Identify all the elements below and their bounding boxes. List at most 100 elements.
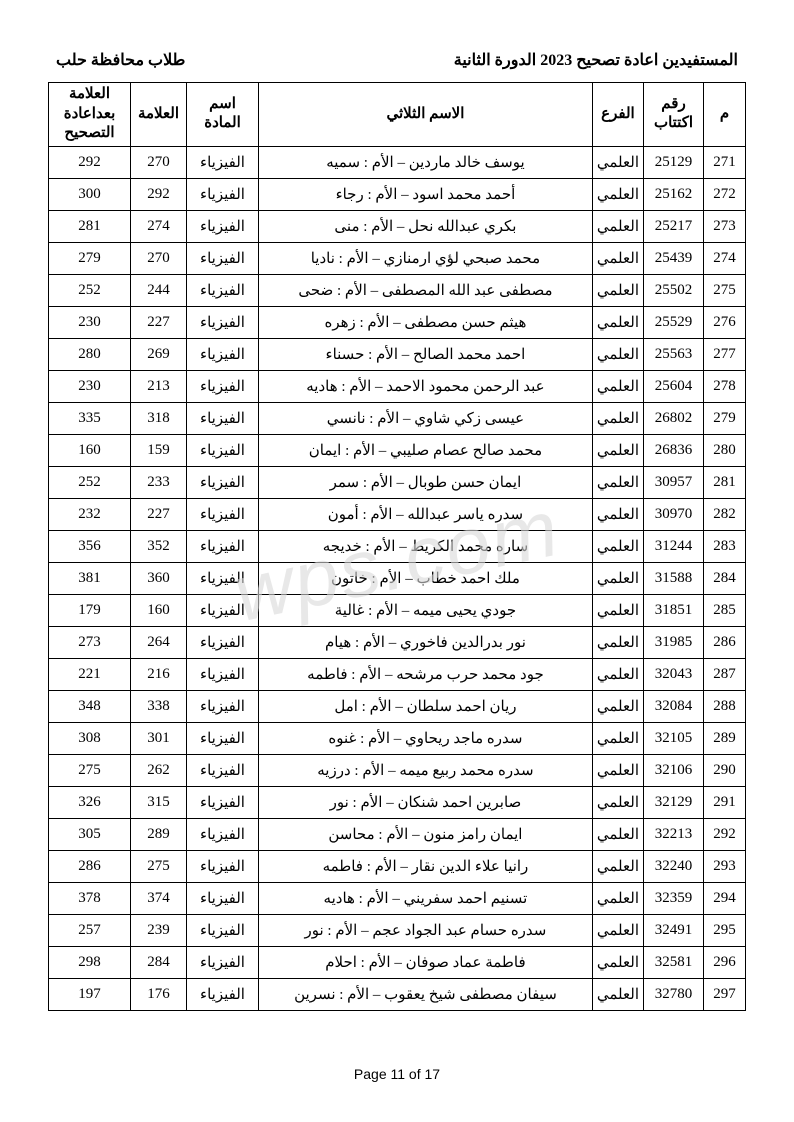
- cell-branch: العلمي: [592, 850, 643, 882]
- cell-grade: 159: [131, 434, 187, 466]
- cell-branch: العلمي: [592, 402, 643, 434]
- table-row: 27425439العلميمحمد صبحي لؤي ارمنازي – ال…: [49, 242, 746, 274]
- cell-subject: الفيزياء: [187, 466, 259, 498]
- cell-seq: 290: [704, 754, 746, 786]
- cell-name: أحمد محمد اسود – الأم : رجاء: [259, 178, 593, 210]
- cell-seq: 272: [704, 178, 746, 210]
- cell-name: محمد صالح عصام صليبي – الأم : ايمان: [259, 434, 593, 466]
- cell-grade: 292: [131, 178, 187, 210]
- cell-id: 30957: [644, 466, 704, 498]
- cell-grade-after: 356: [49, 530, 131, 562]
- cell-seq: 283: [704, 530, 746, 562]
- cell-seq: 297: [704, 978, 746, 1010]
- cell-grade: 284: [131, 946, 187, 978]
- cell-branch: العلمي: [592, 370, 643, 402]
- cell-name: جود محمد حرب مرشحه – الأم : فاطمه: [259, 658, 593, 690]
- cell-grade-after: 378: [49, 882, 131, 914]
- cell-branch: العلمي: [592, 722, 643, 754]
- cell-subject: الفيزياء: [187, 850, 259, 882]
- cell-subject: الفيزياء: [187, 690, 259, 722]
- cell-grade-after: 221: [49, 658, 131, 690]
- cell-seq: 295: [704, 914, 746, 946]
- cell-grade: 233: [131, 466, 187, 498]
- cell-grade: 318: [131, 402, 187, 434]
- cell-branch: العلمي: [592, 466, 643, 498]
- cell-id: 26802: [644, 402, 704, 434]
- cell-id: 32780: [644, 978, 704, 1010]
- cell-name: ساره محمد الكريط – الأم : خديجه: [259, 530, 593, 562]
- cell-subject: الفيزياء: [187, 786, 259, 818]
- cell-grade-after: 286: [49, 850, 131, 882]
- cell-branch: العلمي: [592, 914, 643, 946]
- cell-grade: 227: [131, 306, 187, 338]
- cell-subject: الفيزياء: [187, 210, 259, 242]
- table-row: 29332240العلميرانيا علاء الدين نقار – ال…: [49, 850, 746, 882]
- cell-branch: العلمي: [592, 658, 643, 690]
- cell-name: ملك احمد خطاب – الأم : خاتون: [259, 562, 593, 594]
- cell-subject: الفيزياء: [187, 722, 259, 754]
- cell-id: 32240: [644, 850, 704, 882]
- cell-grade: 374: [131, 882, 187, 914]
- cell-seq: 278: [704, 370, 746, 402]
- table-row: 29532491العلميسدره حسام عبد الجواد عجم –…: [49, 914, 746, 946]
- cell-grade-after: 275: [49, 754, 131, 786]
- cell-subject: الفيزياء: [187, 242, 259, 274]
- cell-id: 25439: [644, 242, 704, 274]
- cell-grade: 352: [131, 530, 187, 562]
- cell-seq: 277: [704, 338, 746, 370]
- cell-id: 32043: [644, 658, 704, 690]
- cell-grade: 274: [131, 210, 187, 242]
- cell-branch: العلمي: [592, 882, 643, 914]
- cell-grade-after: 326: [49, 786, 131, 818]
- col-branch: الفرع: [592, 83, 643, 147]
- cell-grade-after: 279: [49, 242, 131, 274]
- cell-id: 32084: [644, 690, 704, 722]
- results-table: م رقم اكتتاب الفرع الاسم الثلاثي اسم الم…: [48, 82, 746, 1011]
- cell-grade-after: 298: [49, 946, 131, 978]
- cell-grade: 315: [131, 786, 187, 818]
- col-grade: العلامة: [131, 83, 187, 147]
- cell-name: سدره حسام عبد الجواد عجم – الأم : نور: [259, 914, 593, 946]
- table-row: 27625529العلميهيثم حسن مصطفى – الأم : زه…: [49, 306, 746, 338]
- table-row: 29432359العلميتسنيم احمد سفريني – الأم :…: [49, 882, 746, 914]
- cell-id: 25162: [644, 178, 704, 210]
- cell-branch: العلمي: [592, 498, 643, 530]
- cell-name: احمد محمد الصالح – الأم : حسناء: [259, 338, 593, 370]
- cell-seq: 286: [704, 626, 746, 658]
- cell-branch: العلمي: [592, 754, 643, 786]
- table-row: 27825604العلميعبد الرحمن محمود الاحمد – …: [49, 370, 746, 402]
- table-row: 27225162العلميأحمد محمد اسود – الأم : رج…: [49, 178, 746, 210]
- cell-grade-after: 252: [49, 274, 131, 306]
- cell-seq: 281: [704, 466, 746, 498]
- cell-name: تسنيم احمد سفريني – الأم : هاديه: [259, 882, 593, 914]
- cell-branch: العلمي: [592, 274, 643, 306]
- cell-branch: العلمي: [592, 594, 643, 626]
- col-id: رقم اكتتاب: [644, 83, 704, 147]
- cell-branch: العلمي: [592, 818, 643, 850]
- cell-name: يوسف خالد ماردين – الأم : سميه: [259, 146, 593, 178]
- cell-id: 30970: [644, 498, 704, 530]
- cell-branch: العلمي: [592, 434, 643, 466]
- cell-grade: 264: [131, 626, 187, 658]
- cell-subject: الفيزياء: [187, 978, 259, 1010]
- cell-grade: 216: [131, 658, 187, 690]
- cell-seq: 282: [704, 498, 746, 530]
- cell-grade: 275: [131, 850, 187, 882]
- cell-subject: الفيزياء: [187, 306, 259, 338]
- cell-name: سدره ماجد ريحاوي – الأم : غنوه: [259, 722, 593, 754]
- cell-seq: 271: [704, 146, 746, 178]
- cell-grade-after: 292: [49, 146, 131, 178]
- cell-seq: 285: [704, 594, 746, 626]
- cell-subject: الفيزياء: [187, 626, 259, 658]
- table-row: 28631985العلمينور بدرالدين فاخوري – الأم…: [49, 626, 746, 658]
- cell-subject: الفيزياء: [187, 946, 259, 978]
- cell-grade: 289: [131, 818, 187, 850]
- cell-grade: 360: [131, 562, 187, 594]
- table-row: 28732043العلميجود محمد حرب مرشحه – الأم …: [49, 658, 746, 690]
- cell-id: 31588: [644, 562, 704, 594]
- table-row: 28130957العلميايمان حسن طوبال – الأم : س…: [49, 466, 746, 498]
- cell-id: 25529: [644, 306, 704, 338]
- cell-id: 32213: [644, 818, 704, 850]
- cell-subject: الفيزياء: [187, 530, 259, 562]
- cell-seq: 276: [704, 306, 746, 338]
